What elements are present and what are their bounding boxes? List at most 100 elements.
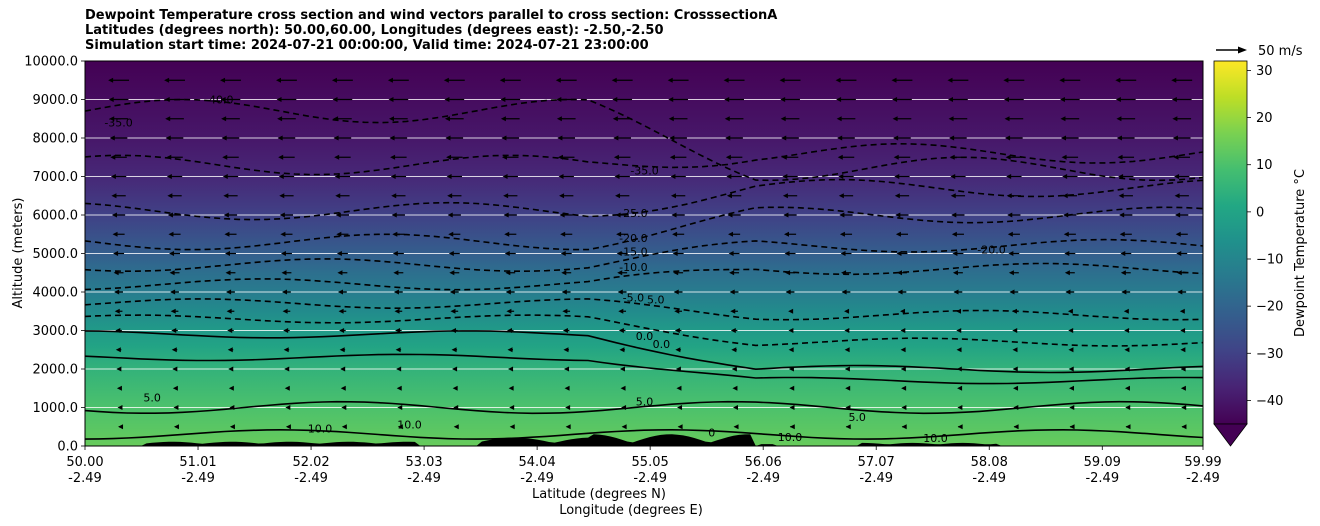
contour-label: 10.0 — [923, 432, 948, 445]
wind-vector-head — [1009, 289, 1015, 295]
wind-vector-head — [447, 193, 453, 199]
wind-vector-head — [841, 270, 847, 276]
wind-vector-head — [1007, 231, 1013, 237]
contour-line — [85, 238, 1203, 273]
wind-vector-head — [673, 289, 679, 295]
wind-vector-head — [948, 116, 954, 122]
wind-vector-head — [116, 366, 122, 372]
wind-vector-head — [561, 289, 567, 295]
wind-vector-head — [111, 212, 117, 218]
wind-vector-head — [281, 270, 287, 276]
wind-vector-head — [845, 424, 851, 430]
wind-vector-head — [228, 366, 234, 372]
wind-vector-head — [1062, 193, 1068, 199]
wind-vector-head — [223, 212, 229, 218]
wind-vector-head — [390, 154, 396, 160]
wind-vector-head — [563, 347, 569, 353]
wind-vector-head — [335, 193, 341, 199]
wind-vector-head — [894, 174, 900, 179]
wind-vector-head — [500, 116, 506, 122]
wind-vector-head — [1063, 212, 1069, 218]
contour-line — [85, 142, 1203, 176]
wind-vector-head — [1119, 212, 1125, 218]
wind-vector-head — [228, 385, 234, 391]
wind-vector-head — [452, 366, 458, 372]
wind-vector-head — [222, 174, 228, 179]
wind-vector-head — [504, 251, 510, 256]
wind-vector-head — [1117, 154, 1123, 160]
wind-vector-head — [223, 193, 229, 199]
wind-vector-head — [1061, 135, 1067, 141]
contour-line — [85, 353, 1203, 385]
wind-vector-head — [1067, 308, 1073, 314]
wind-vector-head — [394, 308, 400, 314]
wind-vector-head — [1011, 308, 1017, 314]
wind-vector-head — [1121, 289, 1127, 295]
y-axis: 0.0 1000.0 2000.0 3000.0 4000.0 5000.0 6000.0 7… — [24, 55, 85, 455]
wind-vector-head — [389, 116, 395, 122]
wind-vector-head — [835, 77, 841, 83]
wind-vector-head — [1123, 308, 1129, 314]
wind-vector-head — [782, 193, 788, 199]
wind-vector-head — [1005, 154, 1011, 160]
contour-label: -20.0 — [619, 232, 647, 245]
x-tick-label-lat: 55.05 — [632, 455, 669, 470]
wind-vector-head — [957, 424, 963, 430]
wind-vector-head — [1180, 347, 1186, 353]
wind-vector-head — [1061, 154, 1067, 160]
wind-vector-head — [169, 270, 175, 276]
wind-vector-head — [508, 366, 514, 372]
x-axis: 50.00-2.4951.01-2.4952.02-2.4953.03-2.49… — [66, 446, 1222, 486]
wind-vector-head — [172, 366, 178, 372]
wind-vector-head — [397, 405, 403, 410]
title-line-3: Simulation start time: 2024-07-21 00:00:… — [85, 38, 649, 53]
contour-label: -25.0 — [619, 207, 647, 220]
contour-label: 5.0 — [143, 392, 161, 405]
wind-vector-head — [1124, 347, 1130, 353]
wind-vector-head — [729, 289, 735, 295]
wind-vector-head — [1118, 193, 1124, 199]
wind-vector-head — [227, 347, 233, 353]
wind-vector-head — [166, 154, 172, 160]
wind-vector-head — [333, 116, 339, 122]
wind-vector-head — [446, 154, 452, 160]
y-axis-label: Altitude (meters) — [11, 198, 26, 309]
wind-vector-head — [1006, 193, 1012, 199]
title-line-2: Latitudes (degrees north): 50.00,60.00, … — [85, 23, 664, 38]
wind-vector-head — [446, 174, 452, 179]
wind-vector-head — [387, 77, 393, 83]
wind-vector-head — [282, 289, 288, 295]
wind-vector-head — [226, 289, 232, 295]
wind-vector-head — [613, 135, 619, 141]
wind-vector-head — [396, 366, 402, 372]
wind-vector-head — [726, 174, 732, 179]
wind-vector-head — [451, 347, 457, 353]
wind-vector-head — [725, 154, 731, 160]
contour-label: -5.0 — [623, 292, 644, 305]
wind-vector-head — [956, 347, 962, 353]
wind-vector-head — [167, 212, 173, 218]
contour-line — [85, 178, 1203, 221]
wind-vector-head — [229, 424, 235, 430]
wind-vector-head — [1125, 424, 1131, 430]
wind-vector-head — [397, 424, 403, 430]
wind-vector-head — [565, 424, 571, 430]
wind-vector-head — [723, 77, 729, 83]
wind-vector-head — [724, 116, 730, 122]
colorbar-tick-label: 10 — [1256, 158, 1273, 173]
x-tick-label-lon: -2.49 — [1085, 471, 1119, 486]
wind-vector-head — [1119, 231, 1125, 237]
wind-vector-head — [1120, 251, 1126, 256]
wind-vector-head — [1007, 212, 1013, 218]
wind-vector-head — [957, 385, 963, 391]
contour-line — [85, 330, 1203, 374]
wind-vector-head — [789, 405, 795, 410]
wind-vector-head — [509, 405, 515, 410]
wind-vector-head — [788, 308, 794, 314]
wind-vector-head — [957, 405, 963, 410]
x-tick-label-lat: 53.03 — [405, 455, 442, 470]
colorbar-tick-label: −30 — [1256, 347, 1283, 362]
y-tick-label: 1000.0 — [33, 401, 79, 416]
contour-label: 10.0 — [778, 431, 803, 444]
wind-vector-head — [391, 212, 397, 218]
